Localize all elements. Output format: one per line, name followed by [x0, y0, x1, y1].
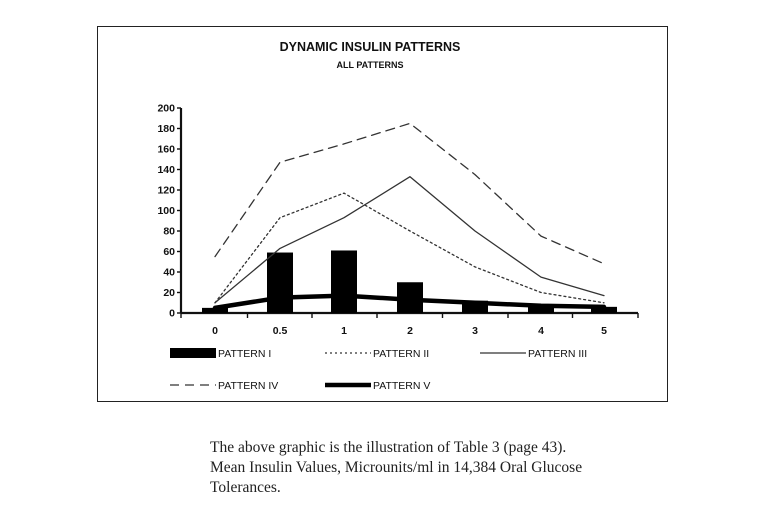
- y-tick-label: 140: [157, 164, 175, 176]
- y-tick-label: 0: [169, 308, 175, 320]
- chart-subtitle: ALL PATTERNS: [337, 60, 404, 70]
- x-tick-label: 1: [341, 325, 347, 337]
- y-tick-label: 80: [163, 226, 175, 238]
- caption-line-1: The above graphic is the illustration of…: [210, 439, 567, 456]
- line-pattern-v: [212, 293, 607, 311]
- line-pattern-ii: [214, 192, 605, 304]
- y-tick-label: 200: [157, 103, 175, 115]
- x-tick-label: 2: [407, 325, 413, 337]
- bar-pattern-i: [528, 304, 554, 313]
- axes: 0 20 40 60 80 100 120 140 160 180 200 0 0.5 1 2 3 4 5: [157, 103, 639, 337]
- x-tick-label: 4: [538, 325, 544, 337]
- caption-line-2: Mean Insulin Values, Microunits/ml in 14…: [210, 459, 583, 476]
- y-tick-label: 100: [157, 205, 175, 217]
- y-tick-label: 160: [157, 144, 175, 156]
- bar-pattern-i: [202, 307, 228, 313]
- y-tick-label: 60: [163, 246, 175, 258]
- y-tick-label: 20: [163, 287, 175, 299]
- y-tick-label: 180: [157, 123, 175, 135]
- legend-label: PATTERN III: [528, 348, 587, 360]
- y-tick-label: 40: [163, 267, 175, 279]
- x-tick-label: 5: [601, 325, 607, 337]
- legend-label: PATTERN IV: [218, 380, 278, 392]
- legend-label: PATTERN I: [218, 348, 271, 360]
- legend-label: PATTERN II: [373, 348, 429, 360]
- y-tick-label: 120: [157, 185, 175, 197]
- line-pattern-iii: [214, 176, 605, 304]
- series-lines: [212, 122, 607, 311]
- line-pattern-iv: [214, 122, 605, 265]
- legend-label: PATTERN V: [373, 380, 430, 392]
- legend: PATTERN I PATTERN II PATTERN III PATTERN IV…: [170, 348, 587, 392]
- bar-pattern-i: [331, 250, 357, 313]
- caption-line-3: Tolerances.: [210, 479, 281, 496]
- x-tick-label: 0: [212, 325, 218, 337]
- x-tick-label: 0.5: [273, 325, 288, 337]
- bar-pattern-i: [591, 306, 617, 313]
- chart-title: DYNAMIC INSULIN PATTERNS: [280, 40, 461, 54]
- legend-swatch: [170, 348, 216, 358]
- chart-frame: [97, 26, 668, 402]
- bar-pattern-i: [267, 252, 293, 313]
- caption: The above graphic is the illustration of…: [210, 438, 750, 498]
- x-tick-label: 3: [472, 325, 478, 337]
